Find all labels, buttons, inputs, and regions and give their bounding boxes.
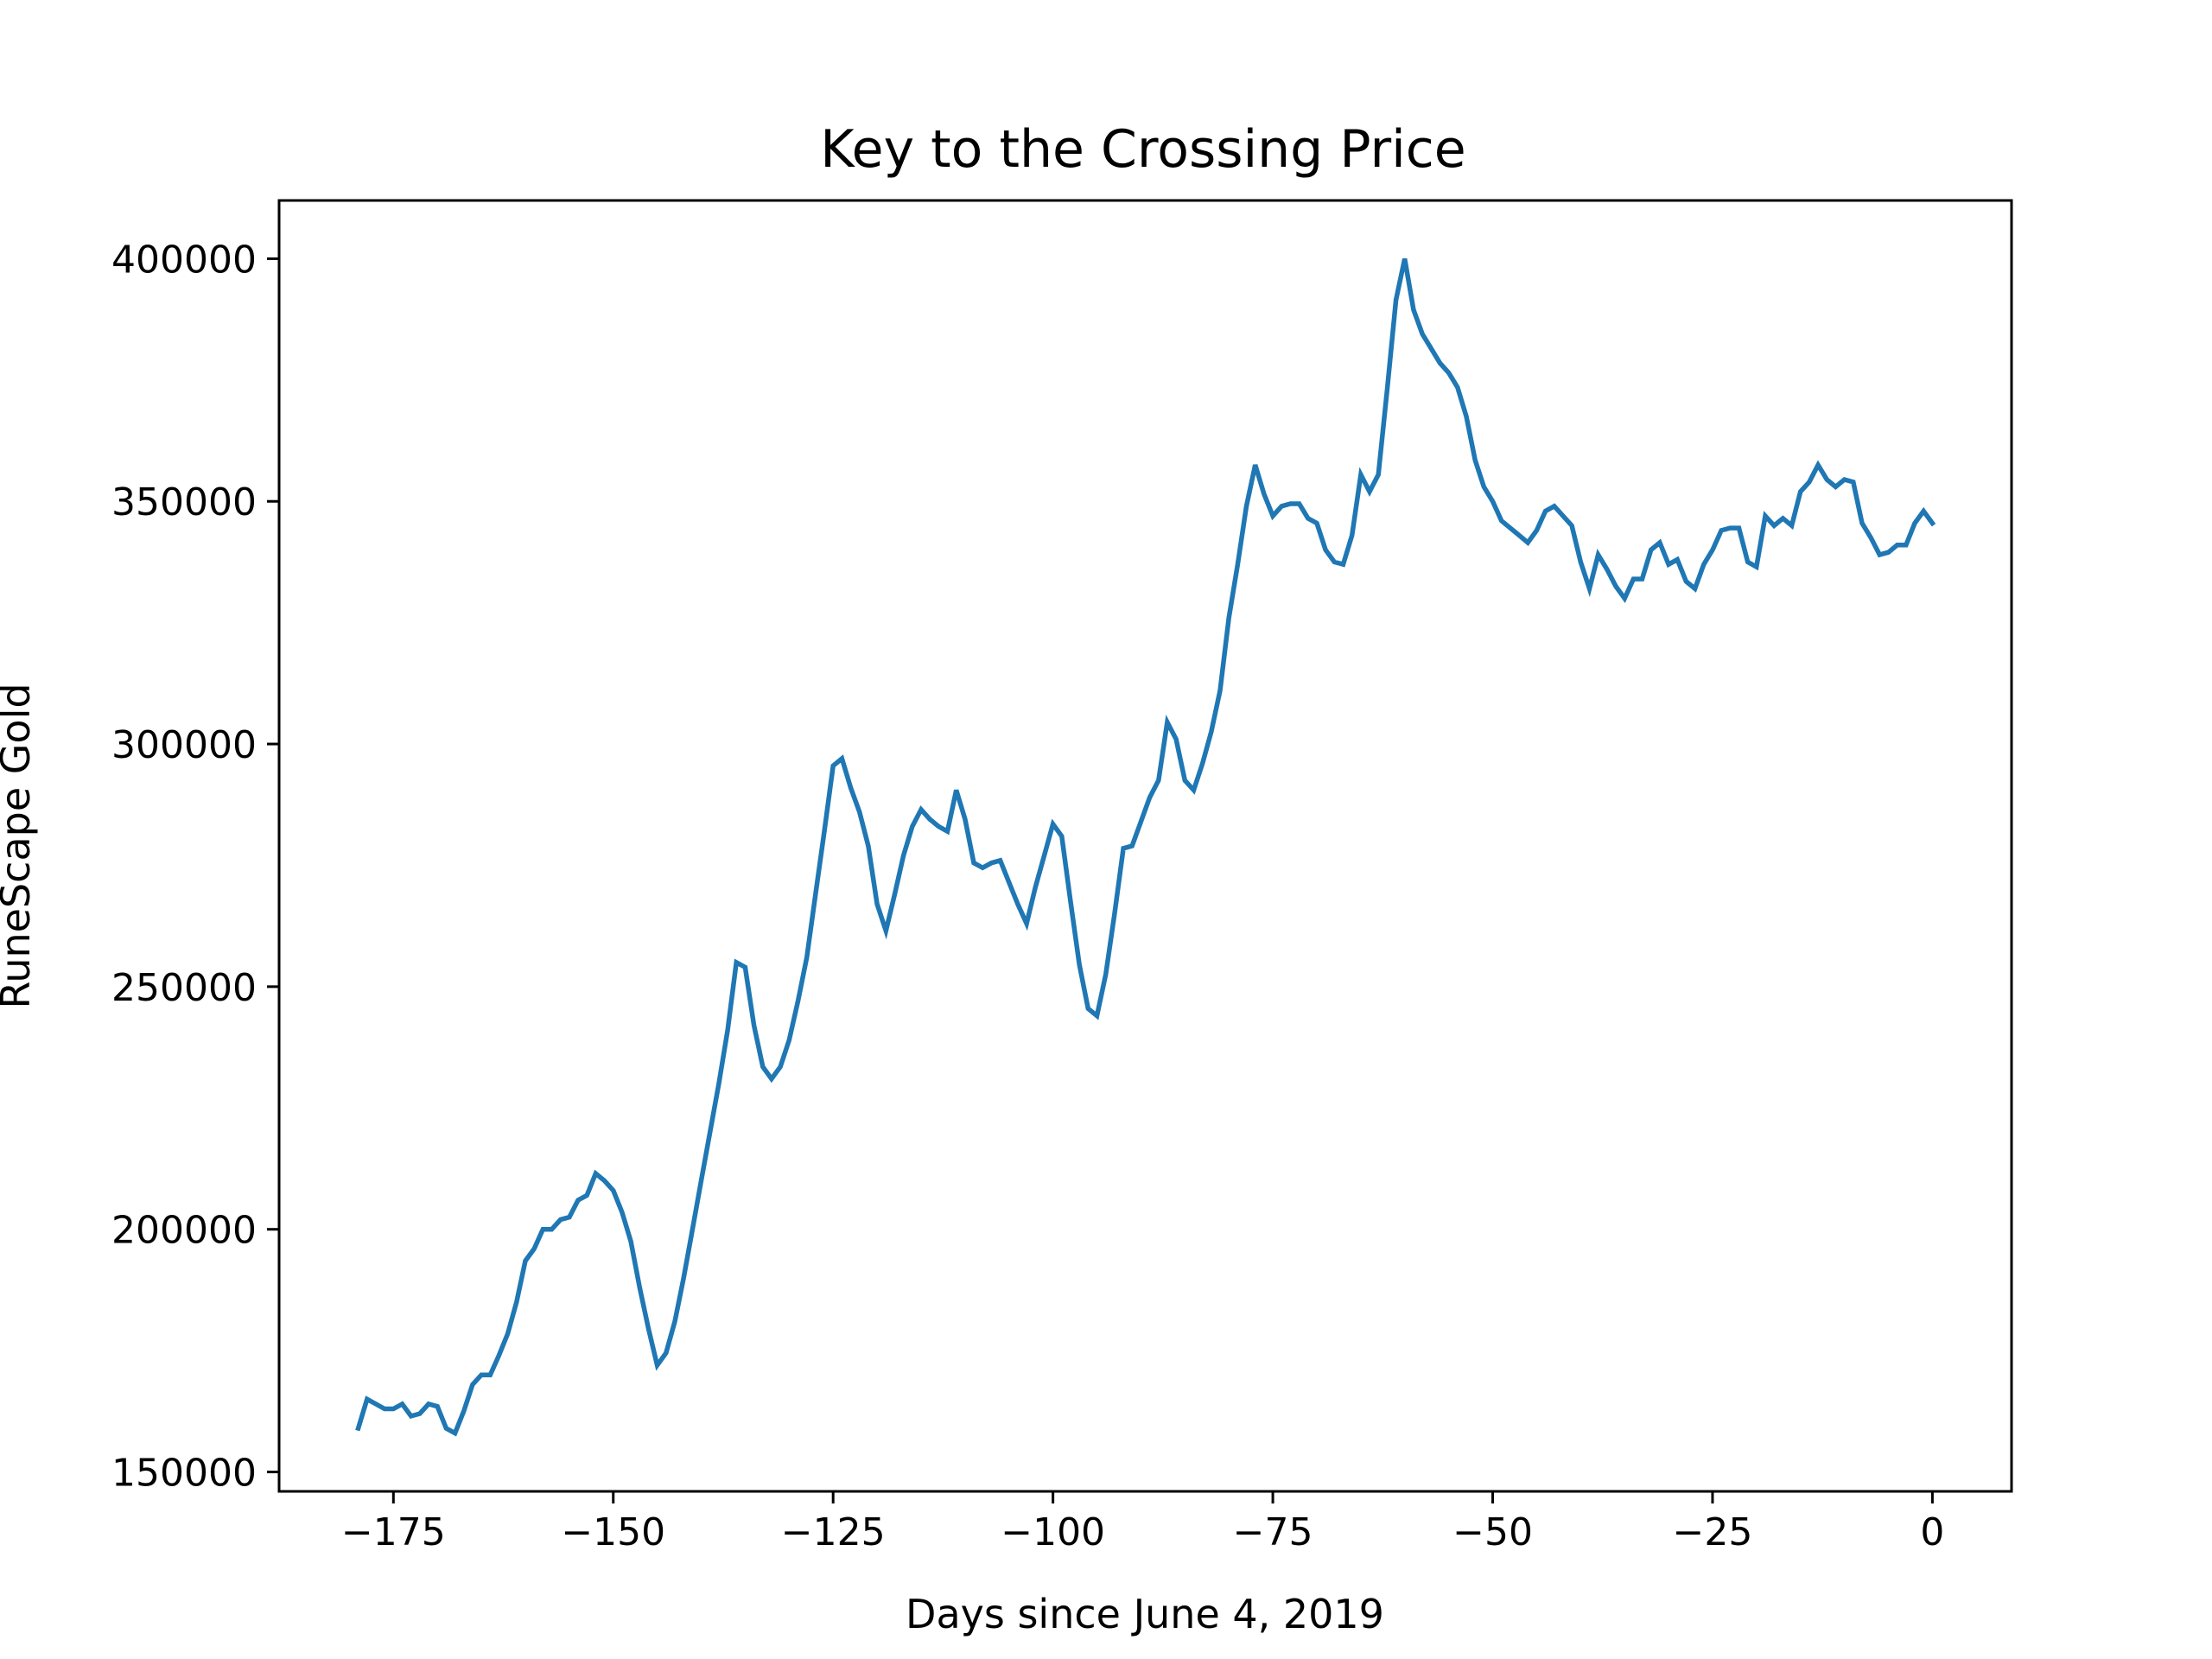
x-axis-ticks: −175 −150 −125 −100 −75 −50 −25 0 [341, 1491, 1944, 1554]
x-tick-label: −175 [341, 1510, 446, 1554]
x-tick-label: −50 [1452, 1510, 1533, 1554]
y-tick-label: 200000 [111, 1209, 257, 1253]
x-tick-label: −125 [781, 1510, 886, 1554]
y-axis-label: RuneScape Gold [0, 683, 39, 1008]
series-line-0 [355, 257, 1936, 1437]
x-tick-label: −25 [1673, 1510, 1753, 1554]
y-tick-label: 400000 [111, 238, 257, 282]
y-axis-ticks: 150000 200000 250000 300000 350000 400000 [111, 238, 279, 1496]
chart-title: Key to the Crossing Price [820, 119, 1465, 180]
x-axis-label: Days since June 4, 2019 [906, 1591, 1384, 1637]
y-tick-label: 150000 [111, 1452, 257, 1496]
x-tick-label: −75 [1233, 1510, 1313, 1554]
y-tick-label: 250000 [111, 966, 257, 1010]
x-tick-label: −100 [1001, 1510, 1105, 1554]
series-layer [355, 257, 1936, 1437]
axes-frame [277, 199, 2013, 1493]
plot-area [277, 199, 2013, 1493]
y-tick-label: 350000 [111, 480, 257, 524]
x-tick-label: −150 [561, 1510, 665, 1554]
y-tick-label: 300000 [111, 723, 257, 767]
x-tick-label: 0 [1920, 1510, 1944, 1554]
